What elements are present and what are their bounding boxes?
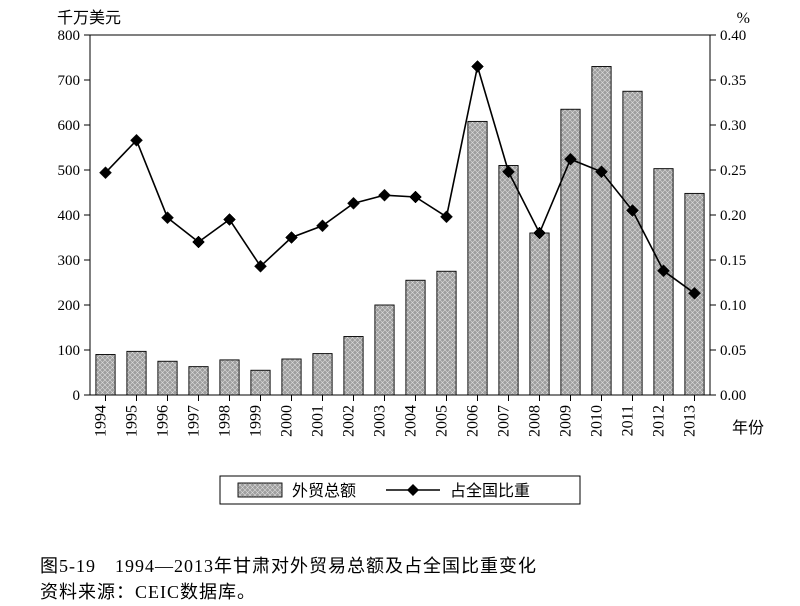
bar xyxy=(468,121,487,395)
y-left-tick-label: 700 xyxy=(58,73,81,89)
y-left-axis-title: 千万美元 xyxy=(57,9,121,27)
y-left-tick-label: 200 xyxy=(58,298,81,314)
x-tick-label: 1997 xyxy=(186,405,203,437)
y-left-tick-label: 800 xyxy=(58,28,81,44)
x-tick-label: 2006 xyxy=(465,405,482,437)
y-right-axis-title: % xyxy=(737,10,750,27)
bar xyxy=(561,109,580,395)
x-tick-label: 2001 xyxy=(310,405,327,437)
x-tick-label: 1999 xyxy=(248,405,265,437)
bar xyxy=(251,370,270,395)
y-right-tick-label: 0.15 xyxy=(720,253,746,269)
bar xyxy=(96,355,115,396)
bar xyxy=(127,351,146,395)
x-tick-label: 2003 xyxy=(372,405,389,437)
y-left-tick-label: 400 xyxy=(58,208,81,224)
x-tick-label: 2007 xyxy=(496,405,513,437)
x-tick-label: 1998 xyxy=(217,405,234,437)
x-tick-label: 2013 xyxy=(682,405,699,437)
plot-area xyxy=(90,35,710,395)
legend-bar-swatch xyxy=(238,483,282,497)
legend-bar-label: 外贸总额 xyxy=(292,482,356,500)
figure-caption: 图5-19 1994—2013年甘肃对外贸易总额及占全国比重变化 xyxy=(40,552,537,578)
x-tick-label: 2009 xyxy=(558,405,575,437)
x-tick-label: 2002 xyxy=(341,405,358,437)
bar xyxy=(592,67,611,396)
y-right-tick-label: 0.25 xyxy=(720,163,746,179)
bar xyxy=(158,361,177,395)
bar xyxy=(530,233,549,395)
bar xyxy=(437,271,456,395)
x-tick-label: 2010 xyxy=(589,405,606,437)
bar xyxy=(220,360,239,395)
y-left-tick-label: 100 xyxy=(58,343,81,359)
y-right-tick-label: 0.30 xyxy=(720,118,746,134)
y-left-tick-label: 600 xyxy=(58,118,81,134)
bar xyxy=(344,337,363,396)
x-tick-label: 2004 xyxy=(403,405,420,437)
y-right-tick-label: 0.00 xyxy=(720,388,746,404)
bar xyxy=(282,359,301,395)
bar xyxy=(406,280,425,395)
y-right-tick-label: 0.10 xyxy=(720,298,746,314)
figure-container: 0 100 200 300 400 500 600 700 800千万美元 0.00 0.05 0.1… xyxy=(0,0,800,606)
y-right-tick-label: 0.05 xyxy=(720,343,746,359)
y-right-tick-label: 0.40 xyxy=(720,28,746,44)
x-tick-label: 2008 xyxy=(527,405,544,437)
x-tick-label: 2005 xyxy=(434,405,451,437)
legend-line-label: 占全国比重 xyxy=(450,482,530,500)
x-tick-label: 1995 xyxy=(124,405,141,437)
y-left-tick-label: 0 xyxy=(73,388,81,404)
x-tick-label: 2000 xyxy=(279,405,296,437)
x-axis-title: 年份 xyxy=(732,419,764,437)
bar xyxy=(313,354,332,395)
x-tick-label: 1996 xyxy=(155,405,172,437)
bar xyxy=(499,166,518,396)
bar xyxy=(654,169,673,395)
y-right-tick-label: 0.35 xyxy=(720,73,746,89)
dual-axis-chart: 0 100 200 300 400 500 600 700 800千万美元 0.00 0.05 0.1… xyxy=(0,0,800,545)
y-left-tick-label: 300 xyxy=(58,253,81,269)
figure-source: 资料来源：CEIC数据库。 xyxy=(40,578,256,604)
bar xyxy=(623,91,642,395)
y-right-tick-label: 0.20 xyxy=(720,208,746,224)
x-tick-label: 2012 xyxy=(651,405,668,437)
bar xyxy=(189,367,208,395)
x-tick-label: 1994 xyxy=(93,405,110,437)
x-tick-label: 2011 xyxy=(620,405,637,436)
bar xyxy=(375,305,394,395)
y-left-tick-label: 500 xyxy=(58,163,81,179)
